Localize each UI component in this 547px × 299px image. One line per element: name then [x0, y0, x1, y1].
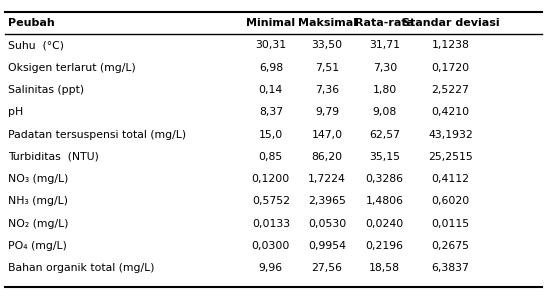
Text: 0,0530: 0,0530: [308, 219, 346, 229]
Text: 0,9954: 0,9954: [308, 241, 346, 251]
Text: 6,3837: 6,3837: [432, 263, 469, 273]
Text: 7,36: 7,36: [315, 85, 339, 95]
Text: 1,7224: 1,7224: [308, 174, 346, 184]
Text: Peubah: Peubah: [8, 18, 55, 28]
Text: 7,51: 7,51: [315, 63, 339, 73]
Text: 0,3286: 0,3286: [366, 174, 404, 184]
Text: 43,1932: 43,1932: [428, 129, 473, 140]
Text: Minimal: Minimal: [246, 18, 295, 28]
Text: 18,58: 18,58: [369, 263, 400, 273]
Text: Salinitas (ppt): Salinitas (ppt): [8, 85, 84, 95]
Text: 27,56: 27,56: [312, 263, 342, 273]
Text: 0,1720: 0,1720: [432, 63, 469, 73]
Text: 0,2196: 0,2196: [366, 241, 404, 251]
Text: 0,5752: 0,5752: [252, 196, 290, 206]
Text: 2,3965: 2,3965: [308, 196, 346, 206]
Text: 30,31: 30,31: [255, 40, 287, 51]
Text: 0,85: 0,85: [259, 152, 283, 162]
Text: 2,5227: 2,5227: [432, 85, 469, 95]
Text: 9,96: 9,96: [259, 263, 283, 273]
Text: 0,14: 0,14: [259, 85, 283, 95]
Text: 0,4210: 0,4210: [432, 107, 469, 117]
Text: 1,1238: 1,1238: [432, 40, 469, 51]
Text: 6,98: 6,98: [259, 63, 283, 73]
Text: 33,50: 33,50: [312, 40, 342, 51]
Text: 35,15: 35,15: [369, 152, 400, 162]
Text: 0,6020: 0,6020: [431, 196, 469, 206]
Text: 9,08: 9,08: [373, 107, 397, 117]
Text: 8,37: 8,37: [259, 107, 283, 117]
Text: pH: pH: [8, 107, 24, 117]
Text: 0,0300: 0,0300: [252, 241, 290, 251]
Text: 0,4112: 0,4112: [432, 174, 469, 184]
Text: 15,0: 15,0: [259, 129, 283, 140]
Text: Padatan tersuspensi total (mg/L): Padatan tersuspensi total (mg/L): [8, 129, 187, 140]
Text: 147,0: 147,0: [312, 129, 342, 140]
Text: PO₄ (mg/L): PO₄ (mg/L): [8, 241, 67, 251]
Text: 7,30: 7,30: [373, 63, 397, 73]
Text: 0,0115: 0,0115: [432, 219, 469, 229]
Text: 31,71: 31,71: [369, 40, 400, 51]
Text: Suhu  (°C): Suhu (°C): [8, 40, 64, 51]
Text: 0,0133: 0,0133: [252, 219, 290, 229]
Text: 0,0240: 0,0240: [365, 219, 404, 229]
Text: NO₂ (mg/L): NO₂ (mg/L): [8, 219, 69, 229]
Text: 1,4806: 1,4806: [366, 196, 404, 206]
Text: 0,2675: 0,2675: [432, 241, 469, 251]
Text: Turbiditas  (NTU): Turbiditas (NTU): [8, 152, 99, 162]
Text: 86,20: 86,20: [312, 152, 342, 162]
Text: 0,1200: 0,1200: [252, 174, 290, 184]
Text: Rata-rata: Rata-rata: [355, 18, 414, 28]
Text: NH₃ (mg/L): NH₃ (mg/L): [8, 196, 68, 206]
Text: Oksigen terlarut (mg/L): Oksigen terlarut (mg/L): [8, 63, 136, 73]
Text: Bahan organik total (mg/L): Bahan organik total (mg/L): [8, 263, 155, 273]
Text: Maksimal: Maksimal: [298, 18, 357, 28]
Text: 62,57: 62,57: [369, 129, 400, 140]
Text: 9,79: 9,79: [315, 107, 339, 117]
Text: Standar deviasi: Standar deviasi: [401, 18, 499, 28]
Text: NO₃ (mg/L): NO₃ (mg/L): [8, 174, 68, 184]
Text: 25,2515: 25,2515: [428, 152, 473, 162]
Text: 1,80: 1,80: [373, 85, 397, 95]
